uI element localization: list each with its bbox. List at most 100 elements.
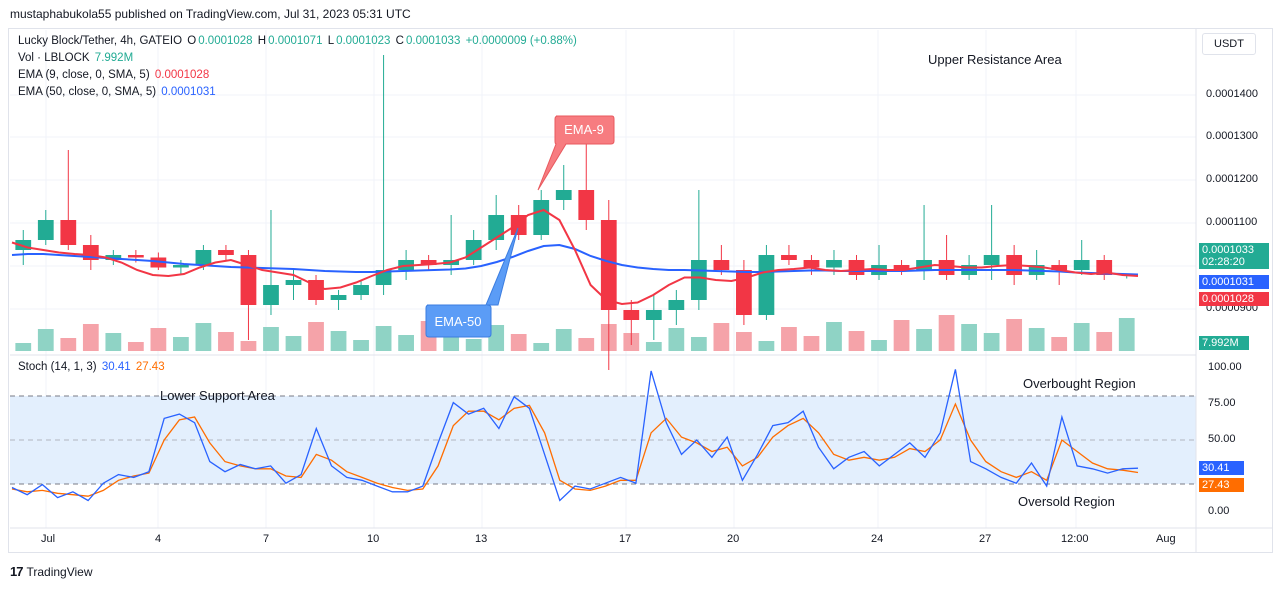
ema9-legend[interactable]: EMA (9, close, 0, SMA, 5) 0.0001028	[18, 69, 211, 81]
candle-body	[781, 255, 797, 260]
volume-bar	[1051, 337, 1068, 351]
time-tick: 13	[475, 533, 488, 545]
volume-bar	[713, 323, 730, 351]
stoch-tick: 75.00	[1208, 397, 1236, 409]
brand-name: TradingView	[26, 564, 93, 579]
candle-body	[173, 265, 189, 268]
volume-bar	[15, 343, 32, 351]
time-tick: 12:00	[1061, 533, 1089, 545]
volume-bar	[781, 327, 797, 351]
volume-bar	[150, 328, 167, 351]
candle-body	[285, 280, 302, 285]
volume-bar	[330, 331, 347, 351]
stoch-legend[interactable]: Stoch (14, 1, 3) 30.41 27.43	[18, 361, 167, 373]
tradingview-logo-icon: 17	[10, 564, 24, 579]
currency-button[interactable]: USDT	[1202, 33, 1256, 55]
time-tick: 20	[727, 533, 740, 545]
candle-body	[938, 260, 955, 275]
candle-body	[488, 215, 505, 240]
volume-bar	[848, 331, 865, 351]
volume-bar	[353, 340, 369, 351]
volume-bar	[871, 340, 887, 351]
candle-body	[848, 260, 865, 275]
candle-body	[826, 260, 842, 268]
candle-body	[308, 280, 324, 300]
volume-bar	[1118, 318, 1135, 351]
stoch-k-value: 30.41	[101, 361, 131, 373]
candle-body	[916, 260, 932, 270]
candle-body	[127, 255, 144, 258]
ema50-callout: EMA-50	[425, 227, 519, 338]
stoch-d-line	[11, 402, 1139, 497]
candle-body	[623, 310, 640, 320]
chart-frame	[8, 28, 1273, 553]
high-value: 0.0001071	[268, 35, 323, 47]
low-value: 0.0001023	[336, 35, 391, 47]
volume-bar	[375, 326, 392, 351]
stoch-tick: 50.00	[1208, 433, 1236, 445]
stoch-d-tag: 27.43	[1199, 478, 1244, 492]
ema50-legend[interactable]: EMA (50, close, 0, SMA, 5) 0.0001031	[18, 86, 218, 98]
volume-bar	[488, 325, 505, 351]
tradingview-brand[interactable]: 17 TradingView	[10, 564, 93, 579]
ema9-price-tag: 0.0001028	[1199, 292, 1269, 306]
candle-body	[1051, 265, 1068, 270]
low-label: L	[327, 35, 335, 47]
candle-body	[1096, 260, 1113, 275]
volume-label: Vol · LBLOCK	[18, 52, 90, 64]
stoch-k-line	[11, 369, 1139, 502]
candle-body	[758, 255, 775, 315]
ema9-value: 0.0001028	[154, 69, 210, 81]
price-tick: 0.0001100	[1206, 216, 1258, 228]
close-value: 0.0001033	[405, 35, 461, 47]
candle-body	[1073, 260, 1090, 270]
candle-body	[736, 270, 752, 315]
volume-bar	[555, 329, 572, 351]
symbol-legend[interactable]: Lucky Block/Tether, 4h, GATEIO O 0.000102…	[18, 35, 579, 47]
candle-body	[578, 190, 595, 220]
candle-body	[218, 250, 234, 255]
time-tick: 24	[871, 533, 884, 545]
last-price-tag: 0.0001033 02:28:20	[1199, 243, 1269, 269]
open-value: 0.0001028	[198, 35, 253, 47]
time-tick: 7	[263, 533, 270, 545]
volume-bar	[465, 339, 482, 351]
volume-tag: 7.992M	[1199, 336, 1249, 350]
candle-body	[600, 220, 617, 310]
volume-legend[interactable]: Vol · LBLOCK 7.992M	[18, 52, 135, 64]
candle-body	[803, 260, 820, 268]
candle-body	[15, 240, 32, 250]
candle-body	[645, 310, 662, 320]
overbought-label: Overbought Region	[1023, 376, 1136, 391]
volume-bar	[826, 322, 842, 351]
volume-bar	[1073, 323, 1090, 351]
candle-body	[668, 300, 685, 310]
volume-bar	[127, 342, 144, 351]
volume-bar	[105, 333, 122, 351]
time-tick: 10	[367, 533, 380, 545]
time-tick: 27	[979, 533, 992, 545]
volume-bar	[533, 343, 550, 351]
volume-bar	[961, 324, 977, 351]
bar-countdown: 02:28:20	[1202, 256, 1245, 268]
volume-bar	[1028, 328, 1045, 351]
volume-bar	[398, 335, 414, 351]
price-tick: 0.0001200	[1206, 173, 1258, 185]
candle-body	[60, 220, 77, 245]
candle-body	[195, 250, 212, 265]
volume-bar	[645, 342, 662, 351]
volume-bar	[60, 338, 77, 351]
symbol-title: Lucky Block/Tether, 4h, GATEIO	[18, 35, 183, 47]
price-tick: 0.0001400	[1206, 88, 1258, 100]
candle-body	[263, 285, 279, 305]
candle-body	[983, 255, 1000, 265]
volume-bar	[218, 332, 234, 351]
stoch-k-tag: 30.41	[1199, 461, 1244, 475]
volume-bar	[82, 324, 99, 351]
ema50-value: 0.0001031	[161, 86, 216, 98]
ema50-label: EMA (50, close, 0, SMA, 5)	[18, 86, 157, 98]
time-tick: 17	[619, 533, 632, 545]
candle-body	[353, 285, 369, 295]
volume-bar	[510, 334, 527, 351]
